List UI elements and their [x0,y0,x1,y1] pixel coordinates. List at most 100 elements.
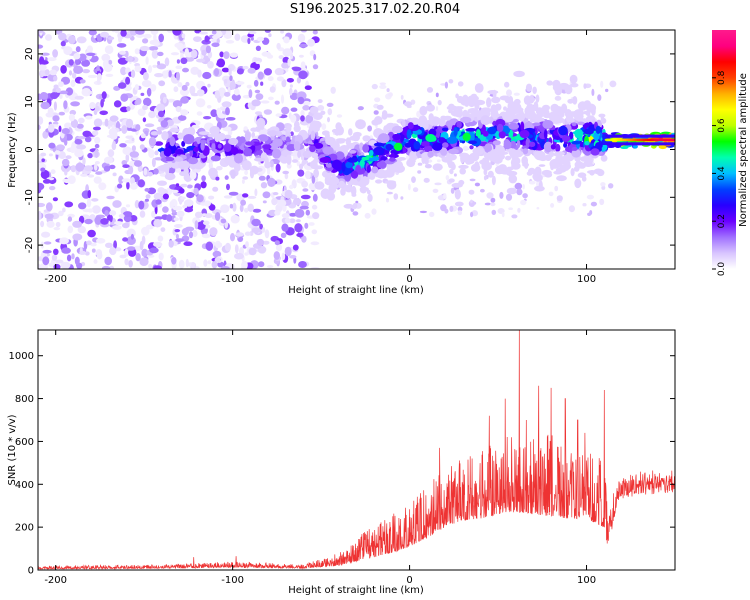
colorbar-tick-label: 0.0 [717,262,727,277]
signal-blob [348,128,353,136]
noise-speckle [411,176,416,184]
signal-blob [571,146,578,151]
signal-blob [331,159,343,170]
noise-speckle [96,65,100,72]
signal-blob [427,150,434,158]
noise-speckle [160,227,166,233]
colorbar-tick-label: 0.4 [717,166,727,181]
noise-speckle [229,75,233,82]
noise-speckle [317,105,325,111]
noise-speckle [135,97,142,105]
noise-speckle [92,126,101,131]
signal-blob [574,178,582,189]
x-tick-label: 0 [406,575,412,586]
noise-speckle [364,212,371,219]
noise-speckle [70,119,79,128]
signal-blob [593,168,604,175]
noise-speckle [311,229,318,235]
noise-speckle [106,195,115,200]
noise-speckle [172,30,182,36]
signal-blob [446,136,458,144]
noise-speckle [255,61,261,64]
noise-speckle [68,113,75,122]
noise-speckle [154,216,163,220]
signal-blob [344,184,353,193]
noise-speckle [173,217,179,222]
noise-speckle [260,81,264,86]
signal-blob [312,158,320,163]
noise-speckle [162,206,169,213]
noise-speckle [286,78,294,83]
noise-speckle [60,40,66,47]
noise-speckle [211,30,217,35]
signal-blob [319,157,332,163]
noise-speckle [147,87,152,97]
noise-speckle [313,53,317,61]
noise-speckle [42,130,49,139]
noise-speckle [186,192,195,199]
signal-blob [555,143,561,153]
signal-blob [235,136,243,147]
noise-speckle [597,94,602,101]
noise-speckle [104,156,113,164]
noise-speckle [101,91,107,100]
noise-speckle [258,175,266,181]
noise-speckle [135,124,141,131]
noise-speckle [208,195,215,200]
signal-blob [169,136,176,147]
signal-blob [462,94,469,105]
noise-speckle [296,160,301,167]
noise-speckle [244,170,249,176]
noise-speckle [87,229,96,238]
noise-speckle [271,197,278,206]
x-tick-label: 0 [406,274,412,285]
signal-blob [426,104,435,112]
noise-speckle [53,248,59,255]
noise-speckle [166,30,173,33]
signal-blob [371,166,379,174]
signal-blob [508,174,518,184]
noise-speckle [175,65,183,70]
noise-speckle [367,125,372,132]
noise-speckle [289,92,299,101]
y-tick-label: 800 [15,394,34,405]
signal-blob [343,203,354,209]
noise-speckle [260,100,270,104]
noise-speckle [239,204,244,213]
noise-speckle [255,155,262,159]
noise-speckle [483,175,487,181]
signal-blob [493,113,501,117]
signal-blob [234,153,243,164]
signal-blob [160,157,167,162]
signal-blob [371,119,380,126]
signal-blob [406,129,412,140]
signal-blob [349,150,357,154]
noise-speckle [264,30,271,33]
noise-speckle [100,31,109,38]
noise-speckle [125,118,134,128]
noise-speckle [101,265,111,269]
noise-speckle [109,265,115,269]
signal-blob [556,195,563,202]
noise-speckle [144,188,150,192]
noise-speckle [140,92,145,96]
signal-blob [472,147,484,156]
noise-speckle [490,197,496,203]
noise-speckle [491,209,497,215]
signal-blob [355,119,366,130]
noise-speckle [52,49,58,58]
noise-speckle [157,110,165,118]
noise-speckle [100,218,109,225]
y-tick-label: 400 [15,480,34,491]
snr-line [38,330,675,570]
noise-speckle [54,150,61,155]
noise-speckle [109,215,113,223]
noise-speckle [141,248,148,258]
noise-speckle [277,199,287,207]
noise-speckle [289,254,297,259]
noise-speckle [153,265,162,269]
noise-speckle [53,75,58,82]
noise-speckle [258,261,265,268]
noise-speckle [231,93,241,101]
noise-speckle [282,48,293,57]
